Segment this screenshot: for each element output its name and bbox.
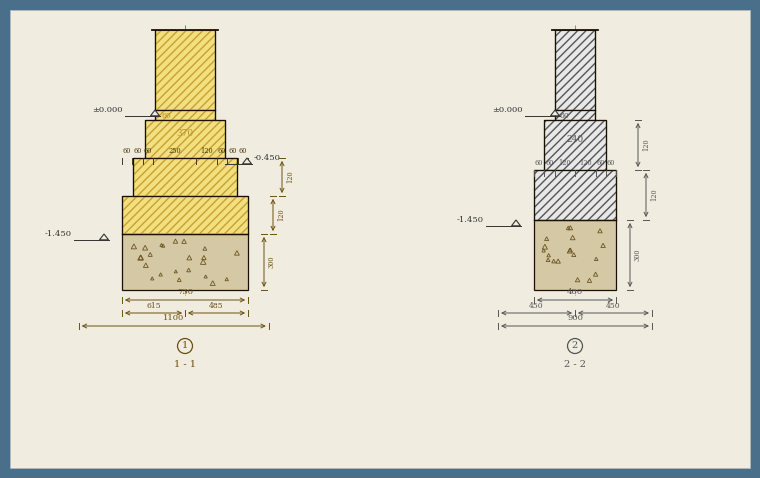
Circle shape [568, 338, 582, 354]
Polygon shape [145, 120, 225, 158]
Text: 300: 300 [634, 249, 642, 261]
Polygon shape [100, 234, 109, 240]
Text: ±0.000: ±0.000 [93, 106, 123, 114]
Text: 300: 300 [268, 256, 276, 268]
Text: 2: 2 [572, 341, 578, 350]
Text: 60: 60 [606, 159, 615, 167]
Text: 60: 60 [133, 147, 141, 155]
Text: 120: 120 [286, 171, 294, 183]
Text: 120: 120 [201, 147, 213, 155]
FancyBboxPatch shape [10, 10, 750, 468]
Circle shape [178, 338, 192, 354]
Polygon shape [534, 220, 616, 290]
Text: -0.450: -0.450 [254, 154, 280, 162]
Text: 485: 485 [209, 302, 223, 309]
Text: 1 - 1: 1 - 1 [174, 360, 196, 369]
Text: -1.450: -1.450 [457, 216, 484, 224]
Text: 730: 730 [177, 289, 193, 296]
Text: 60: 60 [559, 112, 569, 120]
Text: 60: 60 [144, 147, 152, 155]
Text: 1100: 1100 [163, 315, 185, 323]
Polygon shape [511, 220, 521, 226]
Text: 480: 480 [567, 289, 583, 296]
Text: 450: 450 [606, 302, 621, 309]
Polygon shape [555, 110, 595, 120]
Polygon shape [155, 110, 215, 120]
Text: 450: 450 [529, 302, 544, 309]
Polygon shape [122, 196, 248, 234]
Text: 1: 1 [182, 341, 188, 350]
Polygon shape [242, 158, 252, 164]
Text: 370: 370 [176, 130, 194, 139]
Text: 60: 60 [597, 159, 605, 167]
Text: -1.450: -1.450 [45, 230, 72, 238]
Text: 120: 120 [277, 209, 285, 221]
Text: 120: 120 [559, 159, 571, 167]
Text: 615: 615 [146, 302, 161, 309]
Text: 60: 60 [228, 147, 236, 155]
Text: ±0.000: ±0.000 [492, 106, 523, 114]
Text: 120: 120 [642, 139, 650, 152]
Text: 900: 900 [567, 315, 583, 323]
Polygon shape [555, 30, 595, 110]
Polygon shape [550, 110, 559, 116]
Text: 250: 250 [168, 147, 181, 155]
Text: 60: 60 [239, 147, 247, 155]
Text: 2 - 2: 2 - 2 [564, 360, 586, 369]
Text: 60: 60 [218, 147, 226, 155]
Polygon shape [133, 158, 237, 196]
Text: 120: 120 [579, 159, 591, 167]
Text: 60: 60 [535, 159, 543, 167]
Text: 120: 120 [650, 189, 658, 201]
Polygon shape [534, 170, 616, 220]
Text: 60: 60 [545, 159, 553, 167]
Polygon shape [150, 110, 160, 116]
Polygon shape [544, 120, 606, 170]
Polygon shape [122, 234, 248, 290]
Text: 60: 60 [123, 147, 131, 155]
Polygon shape [155, 30, 215, 110]
Text: 240: 240 [566, 135, 584, 144]
Text: 60: 60 [161, 112, 171, 120]
